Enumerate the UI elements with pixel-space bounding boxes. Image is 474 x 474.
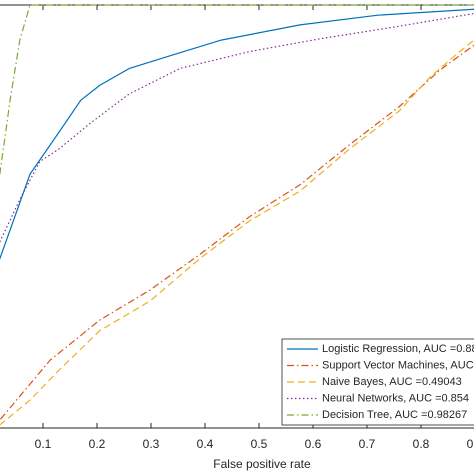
roc-curve [0, 44, 474, 421]
legend-label: Logistic Regression, AUC =0.88 [322, 343, 474, 355]
x-axis-label: False positive rate [213, 457, 311, 471]
legend-label: Neural Networks, AUC =0.854 [322, 392, 469, 404]
legend-label: Naive Bayes, AUC =0.49043 [322, 376, 462, 388]
x-tick-label: 0.3 [143, 437, 160, 451]
x-tick-label: 0.9 [467, 437, 474, 451]
roc-curve [0, 12, 474, 243]
x-tick-label: 0.7 [359, 437, 376, 451]
x-tick-label: 0.2 [89, 437, 106, 451]
legend-label: Support Vector Machines, AUC [322, 359, 474, 371]
roc-curve [0, 4, 474, 176]
x-tick-label: 0.6 [305, 437, 322, 451]
legend-label: Decision Tree, AUC =0.98267 [322, 409, 467, 421]
roc-curve [0, 8, 474, 260]
legend: Logistic Regression, AUC =0.88 Support Ve… [281, 338, 474, 426]
x-tick-label: 0.1 [35, 437, 52, 451]
x-tick-label: 0.5 [251, 437, 268, 451]
x-tick-label: 0.4 [197, 437, 214, 451]
roc-curve [0, 39, 474, 426]
x-tick-label: 0.8 [413, 437, 430, 451]
